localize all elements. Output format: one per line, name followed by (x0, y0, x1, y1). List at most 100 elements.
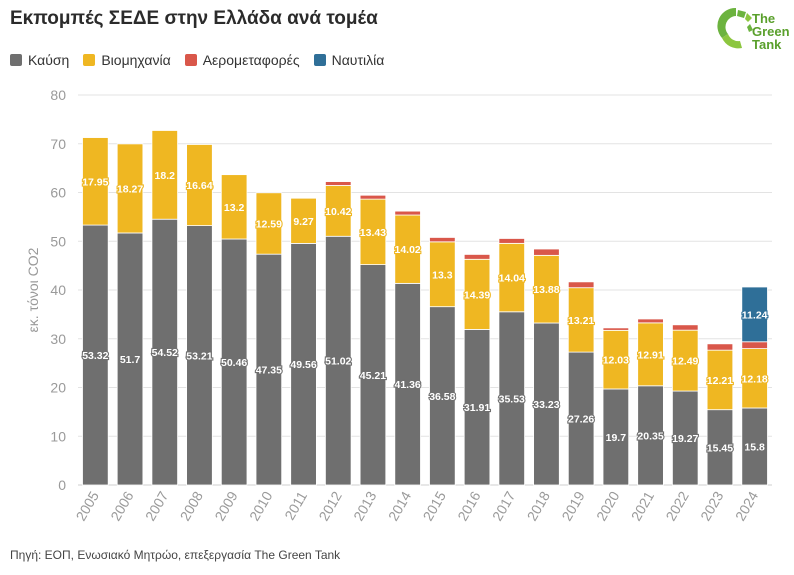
bar-segment (290, 242, 317, 486)
legend: Καύση Βιομηχανία Αερομεταφορές Ναυτιλία (10, 52, 384, 68)
bar-segment (82, 137, 109, 226)
logo-line-2: Green (752, 24, 790, 39)
y-tick-label: 80 (50, 87, 66, 103)
data-label: 50.46 (221, 357, 247, 369)
bar-segment (290, 197, 317, 244)
bar-segment (706, 349, 734, 411)
y-tick-label: 0 (58, 477, 66, 493)
x-tick-label: 2010 (246, 488, 276, 523)
x-tick-label: 2008 (177, 488, 207, 523)
x-tick-label: 2014 (385, 488, 415, 523)
data-label: 12.91 (637, 349, 663, 361)
bar-segment (325, 235, 352, 486)
source-note: Πηγή: ΕΟΠ, Ενωσιακό Μητρώο, επεξεργασία … (10, 548, 341, 562)
y-tick-label: 60 (50, 185, 66, 201)
data-label: 31.91 (464, 402, 490, 414)
bar-segment (186, 144, 213, 227)
data-label: 51.02 (325, 356, 351, 368)
bar-segment (602, 388, 630, 486)
chart-title: Εκπομπές ΣΕΔΕ στην Ελλάδα ανά τομέα (10, 8, 378, 29)
bar-segment (82, 224, 109, 486)
data-label: 14.04 (499, 273, 525, 285)
bar-segment (463, 329, 491, 486)
bar-segment (637, 385, 664, 486)
bar-segment (741, 341, 768, 349)
x-tick-label: 2019 (558, 488, 588, 523)
bar-segment (151, 218, 178, 486)
bar-segment (255, 192, 283, 255)
bar-segment (741, 286, 768, 343)
x-tick-label: 2007 (142, 488, 172, 523)
data-label: 12.49 (672, 356, 698, 368)
data-label: 19.7 (606, 432, 627, 444)
x-tick-label: 2020 (593, 488, 623, 523)
legend-swatch-aerometafores (184, 54, 197, 66)
data-label: 36.58 (429, 391, 455, 403)
data-label: 19.27 (672, 433, 698, 445)
data-label: 27.26 (568, 414, 594, 426)
bar-segment (498, 311, 525, 486)
bar-segment (359, 194, 387, 200)
legend-swatch-naftilia (313, 54, 326, 66)
data-label: 54.52 (152, 347, 178, 359)
bar-segment (429, 241, 456, 308)
bar-segment (567, 287, 595, 353)
bar-segment (533, 248, 560, 256)
legend-item-viomichania: Βιομηχανία (83, 52, 171, 68)
data-label: 18.2 (155, 170, 176, 182)
x-tick-label: 2022 (662, 488, 692, 523)
x-tick-label: 2009 (211, 488, 241, 523)
data-label: 11.24 (742, 309, 768, 321)
bar-segment (706, 409, 734, 486)
bar-segment (116, 143, 144, 234)
bar-segment (567, 281, 595, 289)
x-tick-label: 2024 (732, 488, 762, 523)
bar-segment (325, 185, 352, 237)
data-label: 33.23 (533, 399, 559, 411)
legend-label-viomichania: Βιομηχανία (101, 52, 171, 68)
data-label: 20.35 (637, 430, 663, 442)
x-tick-label: 2006 (107, 488, 137, 523)
data-label: 41.36 (395, 379, 421, 391)
green-tank-logo: The Green Tank (716, 4, 790, 56)
legend-label-kafsi: Καύση (28, 52, 70, 68)
data-label: 13.2 (224, 202, 245, 214)
legend-label-naftilia: Ναυτιλία (331, 52, 385, 68)
data-label: 51.7 (120, 354, 141, 366)
data-label: 47.35 (256, 365, 282, 377)
bar-segment (186, 225, 213, 486)
y-tick-label: 70 (50, 136, 66, 152)
y-tick-label: 40 (50, 282, 66, 298)
x-tick-label: 2013 (350, 488, 380, 523)
data-label: 53.21 (186, 350, 212, 362)
x-tick-label: 2011 (281, 488, 310, 522)
data-label: 13.88 (533, 284, 559, 296)
data-label: 13.43 (360, 227, 386, 239)
bar-segment (498, 238, 525, 244)
legend-item-kafsi: Καύση (10, 52, 69, 68)
bar-segment (602, 327, 630, 331)
data-label: 16.64 (186, 180, 212, 192)
y-tick-label: 50 (50, 233, 66, 249)
legend-item-aerometafores: Αερομεταφορές (184, 52, 300, 68)
bar-segment (220, 174, 248, 240)
bar-segment (637, 322, 664, 387)
y-tick-label: 30 (50, 331, 66, 347)
x-tick-label: 2021 (628, 488, 658, 523)
bar-segment (220, 238, 248, 486)
data-label: 15.45 (707, 442, 733, 454)
data-label: 13.3 (432, 269, 453, 281)
data-label: 17.95 (82, 176, 108, 188)
x-tick-label: 2015 (420, 488, 450, 523)
logo-line-1: The (752, 11, 776, 26)
x-tick-label: 2005 (73, 488, 103, 523)
bar-segment (672, 324, 699, 331)
x-tick-label: 2017 (489, 488, 519, 523)
bar-segment (533, 322, 560, 486)
data-label: 12.21 (707, 375, 733, 387)
bar-segment (637, 318, 664, 324)
data-label: 9.27 (293, 216, 314, 228)
logo-text: The Green Tank (752, 12, 790, 51)
bar-segment (429, 237, 456, 243)
